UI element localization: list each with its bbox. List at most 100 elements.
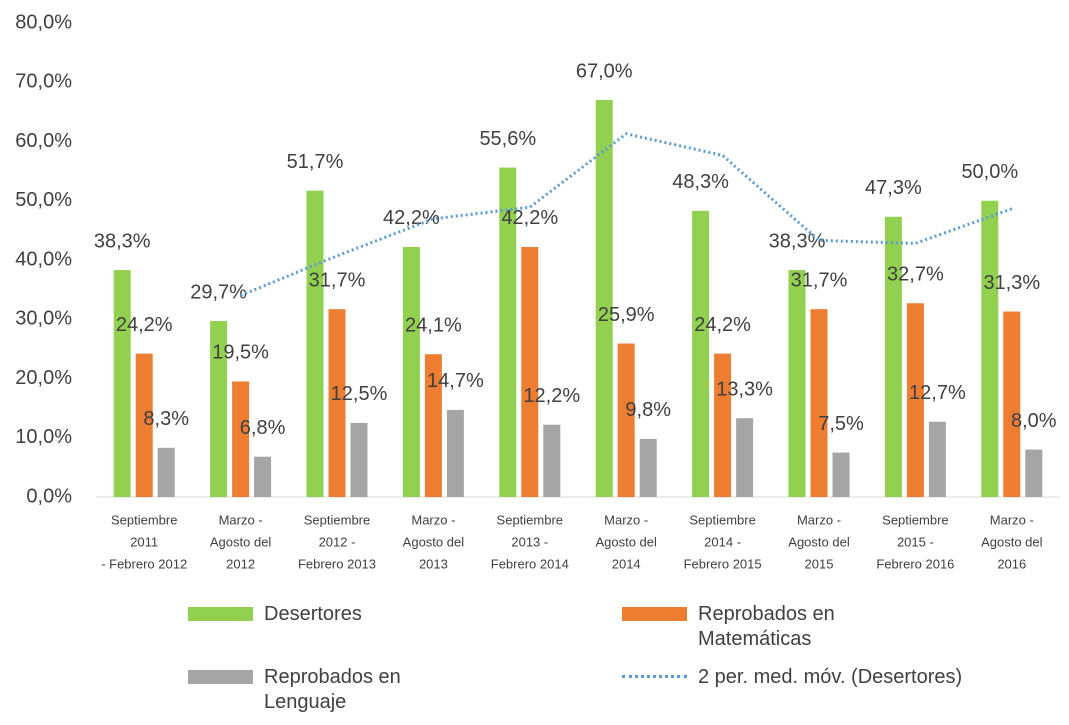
bar: [424, 354, 442, 497]
bar: [543, 424, 561, 497]
bar: [210, 321, 228, 497]
x-tick-label: Agosto del: [403, 534, 465, 549]
data-label: 13,3%: [716, 378, 773, 400]
moving-average-line: [240, 132, 1013, 297]
bar: [350, 422, 368, 497]
bar: [639, 438, 657, 497]
bar: [981, 200, 999, 497]
x-tick-label: 2012 -: [319, 534, 356, 549]
x-tick-label: 2015: [805, 556, 834, 571]
y-tick-label: 10,0%: [15, 426, 72, 448]
x-tick-label: Marzo -: [604, 512, 648, 527]
bar: [402, 246, 420, 497]
legend-swatch: [622, 675, 687, 678]
data-label: 24,2%: [694, 314, 751, 336]
data-label: 38,3%: [769, 230, 826, 252]
x-tick-label: Septiembre: [882, 512, 948, 527]
x-tick-label: Agosto del: [788, 534, 850, 549]
x-tick-label: Febrero 2016: [876, 556, 954, 571]
x-tick-label: Febrero 2015: [684, 556, 762, 571]
y-tick-label: 50,0%: [15, 189, 72, 211]
data-label: 32,7%: [887, 264, 944, 286]
data-label: 31,7%: [791, 269, 848, 291]
data-label: 48,3%: [672, 171, 729, 193]
x-tick-label: 2015 -: [897, 534, 934, 549]
data-label: 42,2%: [383, 207, 440, 229]
legend-label: Reprobados en Lenguaje: [264, 666, 401, 713]
bar: [113, 270, 131, 497]
x-tick-label: Marzo -: [219, 512, 263, 527]
data-label: 19,5%: [212, 342, 269, 364]
data-label: 67,0%: [576, 60, 633, 82]
data-label: 24,2%: [116, 314, 173, 336]
x-tick-label: Septiembre: [497, 512, 563, 527]
data-label: 6,8%: [240, 417, 286, 439]
bar: [832, 452, 850, 497]
legend-swatch: [188, 607, 253, 621]
data-label: 42,2%: [501, 207, 558, 229]
data-label: 12,7%: [909, 382, 966, 404]
x-tick-label: 2014: [612, 556, 641, 571]
bar: [714, 353, 732, 497]
x-tick-label: Marzo -: [990, 512, 1034, 527]
y-tick-label: 20,0%: [15, 367, 72, 389]
data-label: 12,2%: [523, 385, 580, 407]
data-label: 29,7%: [190, 281, 247, 303]
y-tick-label: 0,0%: [26, 485, 72, 507]
bar: [788, 270, 806, 497]
bar: [928, 421, 946, 497]
bar: [499, 167, 517, 497]
bar: [1003, 311, 1021, 497]
data-label: 8,3%: [143, 408, 189, 430]
bar: [692, 210, 710, 497]
bar: [617, 343, 635, 497]
data-label: 55,6%: [479, 128, 536, 150]
x-tick-label: Agosto del: [210, 534, 272, 549]
x-tick-label: Septiembre: [689, 512, 755, 527]
x-tick-label: Marzo -: [411, 512, 455, 527]
bar: [306, 190, 324, 498]
x-tick-label: Septiembre: [304, 512, 370, 527]
x-tick-label: Agosto del: [981, 534, 1043, 549]
bar: [254, 456, 272, 497]
legend-label: 2 per. med. móv. (Desertores): [698, 666, 963, 688]
bar: [1025, 449, 1043, 497]
y-tick-label: 40,0%: [15, 248, 72, 270]
data-label: 12,5%: [331, 383, 388, 405]
legend-label: Reprobados en Matemáticas: [698, 603, 835, 650]
legend-swatch: [188, 670, 253, 684]
x-tick-label: 2016: [997, 556, 1026, 571]
legend-label: Desertores: [264, 603, 362, 625]
bar: [232, 381, 250, 497]
legend-swatch: [622, 607, 687, 621]
data-label: 14,7%: [427, 370, 484, 392]
bar: [595, 100, 613, 498]
bar: [446, 409, 464, 497]
x-tick-label: - Febrero 2012: [101, 556, 187, 571]
x-tick-label: Febrero 2013: [298, 556, 376, 571]
data-label: 8,0%: [1011, 410, 1057, 432]
x-tick-label: 2014 -: [704, 534, 741, 549]
y-tick-label: 80,0%: [15, 11, 72, 33]
x-tick-label: 2013 -: [511, 534, 548, 549]
data-label: 25,9%: [598, 304, 655, 326]
bar: [736, 418, 754, 497]
x-tick-label: Agosto del: [595, 534, 657, 549]
bar: [135, 353, 153, 497]
y-tick-label: 30,0%: [15, 308, 72, 330]
bar: [521, 246, 539, 497]
data-label: 50,0%: [961, 161, 1018, 183]
bar: [810, 309, 828, 497]
data-label: 31,7%: [309, 269, 366, 291]
bar: [884, 216, 902, 497]
x-tick-label: 2012: [226, 556, 255, 571]
x-tick-label: Febrero 2014: [491, 556, 569, 571]
bar: [328, 309, 346, 497]
x-tick-label: 2011: [130, 534, 158, 549]
data-label: 31,3%: [983, 272, 1040, 294]
x-tick-label: Marzo -: [797, 512, 841, 527]
data-label: 9,8%: [625, 399, 671, 421]
data-label: 24,1%: [405, 314, 462, 336]
data-label: 7,5%: [818, 413, 864, 435]
